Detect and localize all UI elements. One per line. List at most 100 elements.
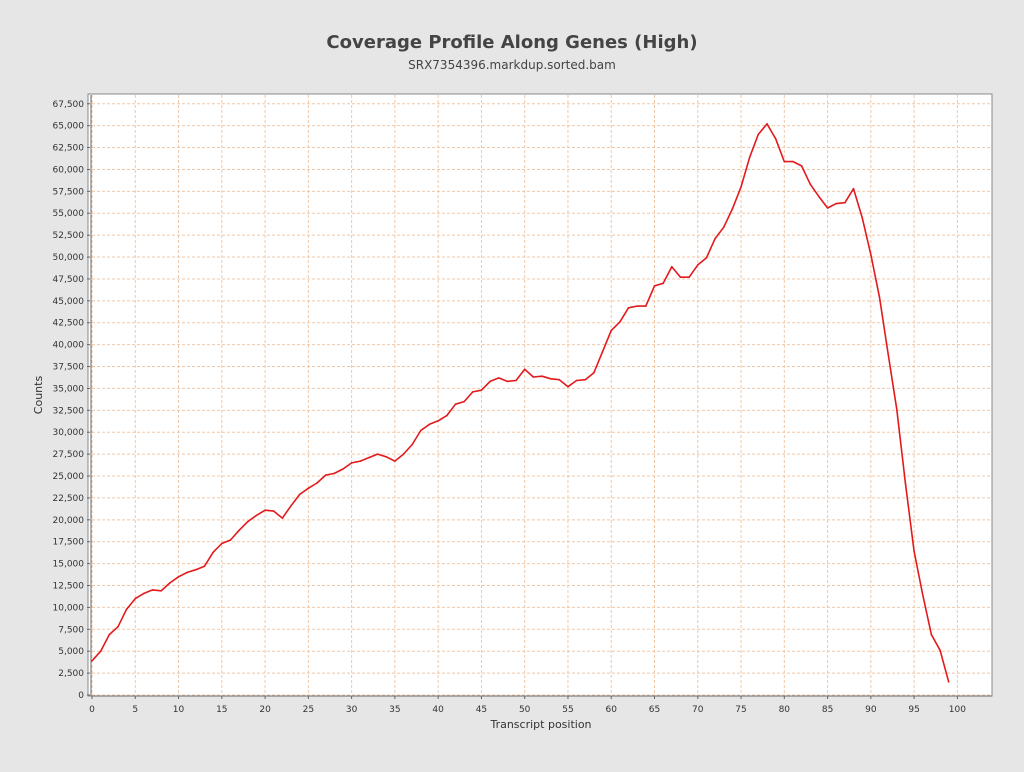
- data-point: [394, 460, 396, 462]
- data-point: [826, 207, 829, 209]
- data-point: [342, 468, 344, 470]
- axes: [90, 95, 992, 697]
- y-tick-label: 65,000: [53, 122, 85, 132]
- data-point: [878, 296, 881, 299]
- data-point: [904, 483, 907, 485]
- data-point: [532, 376, 535, 378]
- chart-subtitle: SRX7354396.markdup.sorted.bam: [408, 58, 616, 72]
- data-point: [593, 371, 595, 374]
- x-tick-label: 50: [519, 705, 531, 715]
- y-tick-label: 30,000: [53, 428, 85, 438]
- x-tick-label: 15: [216, 705, 227, 715]
- data-point: [376, 453, 379, 455]
- data-point: [307, 487, 310, 490]
- data-point: [662, 282, 664, 285]
- data-point: [610, 329, 612, 332]
- data-point: [844, 201, 846, 204]
- data-point: [385, 456, 388, 458]
- data-point: [428, 423, 431, 426]
- y-tick-label: 62,500: [53, 144, 85, 154]
- x-tick-label: 55: [562, 705, 573, 715]
- x-tick-label: 45: [476, 705, 487, 715]
- x-tick-label: 10: [173, 705, 185, 715]
- x-tick-label: 35: [389, 705, 400, 715]
- x-tick-label: 90: [865, 705, 877, 715]
- data-point: [645, 305, 647, 307]
- vertical-gridlines: [91, 95, 958, 695]
- data-point: [446, 414, 448, 417]
- x-tick-label: 0: [89, 705, 95, 715]
- x-tick-label: 25: [303, 705, 314, 715]
- data-point: [99, 650, 102, 652]
- data-point: [714, 237, 716, 240]
- data-point: [679, 276, 682, 279]
- x-tick-label: 5: [132, 705, 138, 715]
- coverage-series-line: [91, 123, 950, 683]
- data-point: [186, 571, 188, 574]
- x-tick-label: 65: [649, 705, 660, 715]
- y-tick-label: 57,500: [53, 187, 85, 197]
- y-tick-label: 37,500: [53, 363, 85, 373]
- data-point: [567, 385, 569, 388]
- data-point: [541, 375, 543, 378]
- data-point: [324, 474, 327, 476]
- data-point: [809, 183, 812, 186]
- data-point: [316, 482, 318, 484]
- data-point: [731, 208, 734, 210]
- y-tick-label: 35,000: [53, 384, 85, 394]
- data-point: [480, 389, 483, 392]
- data-point: [506, 380, 509, 383]
- data-point: [212, 551, 214, 553]
- data-point: [368, 456, 370, 459]
- x-tick-label: 85: [822, 705, 833, 715]
- data-point: [861, 216, 863, 219]
- y-axis-ticks: 0 2,500 5,000 7,500 10,000 12,500 15,000 17,500…: [53, 100, 90, 701]
- data-point: [783, 160, 786, 163]
- data-point: [697, 264, 699, 266]
- y-tick-label: 52,500: [53, 231, 85, 241]
- data-point: [125, 608, 128, 610]
- data-point: [255, 514, 258, 517]
- x-tick-label: 60: [606, 705, 618, 715]
- data-point: [740, 186, 742, 188]
- data-point: [818, 195, 820, 198]
- x-tick-label: 40: [432, 705, 444, 715]
- data-point: [290, 505, 292, 507]
- x-axis-label: Transcript position: [489, 718, 591, 731]
- data-point: [177, 576, 180, 578]
- data-point: [117, 625, 119, 628]
- data-point: [947, 681, 950, 683]
- chart-title: Coverage Profile Along Genes (High): [326, 32, 697, 53]
- data-point: [411, 443, 414, 446]
- data-point: [523, 368, 526, 371]
- data-point: [350, 462, 353, 464]
- data-point: [264, 509, 266, 512]
- data-point: [91, 660, 93, 662]
- data-point: [437, 420, 440, 422]
- horizontal-gridlines: [92, 103, 992, 696]
- data-point: [584, 378, 587, 381]
- y-tick-label: 47,500: [53, 275, 85, 285]
- y-tick-label: 5,000: [58, 647, 84, 657]
- data-point: [688, 276, 690, 279]
- y-tick-label: 50,000: [53, 253, 85, 263]
- y-tick-label: 2,500: [58, 669, 84, 679]
- data-point: [489, 380, 491, 383]
- x-tick-label: 70: [692, 705, 704, 715]
- y-tick-label: 12,500: [53, 582, 85, 592]
- data-point: [619, 321, 621, 323]
- data-point: [601, 350, 604, 353]
- data-point: [887, 353, 889, 356]
- y-tick-label: 32,500: [53, 406, 85, 416]
- data-point: [169, 582, 171, 584]
- data-point: [160, 590, 162, 592]
- x-tick-label: 100: [949, 705, 966, 715]
- data-point: [870, 253, 872, 256]
- data-point: [497, 377, 500, 379]
- plot-area: [87, 93, 993, 697]
- x-tick-label: 80: [779, 705, 791, 715]
- y-tick-label: 67,500: [53, 100, 85, 110]
- data-point: [558, 378, 561, 381]
- data-point: [333, 472, 336, 475]
